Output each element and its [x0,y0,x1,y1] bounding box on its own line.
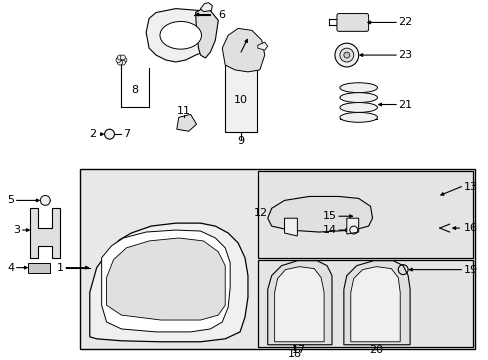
Circle shape [117,55,122,60]
Circle shape [339,48,353,62]
Text: 14: 14 [322,225,336,235]
Polygon shape [343,261,409,345]
Circle shape [40,195,50,205]
Circle shape [104,129,114,139]
Polygon shape [30,208,60,258]
Bar [80,169,474,349]
Text: 22: 22 [397,17,412,27]
Polygon shape [200,3,212,12]
Polygon shape [102,230,230,332]
Polygon shape [90,223,247,342]
Text: 13: 13 [463,181,476,192]
Circle shape [116,58,121,63]
Polygon shape [257,42,267,50]
Text: 4: 4 [7,263,15,273]
Text: 23: 23 [397,50,411,60]
Text: 18: 18 [287,348,301,359]
Text: 19: 19 [463,265,477,275]
Bar [28,263,50,273]
Polygon shape [177,114,196,131]
Circle shape [117,60,122,65]
Ellipse shape [339,93,377,103]
Text: 21: 21 [397,99,411,109]
Text: 17: 17 [292,345,306,355]
Circle shape [120,60,125,65]
Polygon shape [106,238,225,320]
Text: 8: 8 [131,85,139,95]
Text: 15: 15 [322,211,336,221]
Circle shape [120,55,125,60]
Text: 12: 12 [253,208,267,218]
Bar [257,260,472,347]
Circle shape [343,52,349,58]
Text: 3: 3 [14,225,20,235]
Ellipse shape [339,83,377,93]
Ellipse shape [339,103,377,112]
Text: 10: 10 [234,95,247,104]
Polygon shape [146,9,212,62]
Polygon shape [267,197,372,232]
Ellipse shape [339,112,377,122]
Polygon shape [350,267,399,342]
Circle shape [334,43,358,67]
Bar [257,171,472,258]
Text: 16: 16 [463,223,476,233]
Text: 20: 20 [368,345,383,355]
Polygon shape [267,261,331,345]
Polygon shape [195,9,218,58]
Circle shape [122,58,126,63]
Text: 7: 7 [123,129,130,139]
Polygon shape [222,28,264,72]
Text: 2: 2 [89,129,97,139]
Polygon shape [346,218,358,234]
Polygon shape [284,218,297,236]
Text: 1: 1 [57,263,64,273]
Ellipse shape [160,22,201,49]
Text: 11: 11 [176,107,190,116]
Polygon shape [274,267,324,342]
Text: 9: 9 [237,136,244,146]
Text: 5: 5 [8,195,15,206]
Text: 6: 6 [218,9,225,19]
Bar [225,65,256,132]
FancyBboxPatch shape [336,14,368,31]
